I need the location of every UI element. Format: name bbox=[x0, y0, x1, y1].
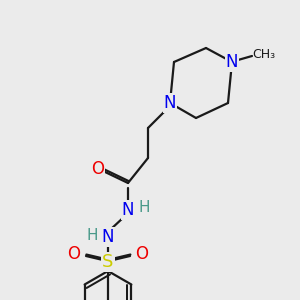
Text: N: N bbox=[226, 53, 238, 71]
Text: N: N bbox=[164, 94, 176, 112]
Text: O: O bbox=[68, 245, 80, 263]
Text: N: N bbox=[102, 228, 114, 246]
Text: O: O bbox=[136, 245, 148, 263]
Text: CH₃: CH₃ bbox=[252, 47, 276, 61]
Text: O: O bbox=[92, 160, 104, 178]
Text: S: S bbox=[102, 253, 114, 271]
Text: H: H bbox=[138, 200, 150, 215]
Text: N: N bbox=[122, 201, 134, 219]
Text: H: H bbox=[86, 227, 98, 242]
